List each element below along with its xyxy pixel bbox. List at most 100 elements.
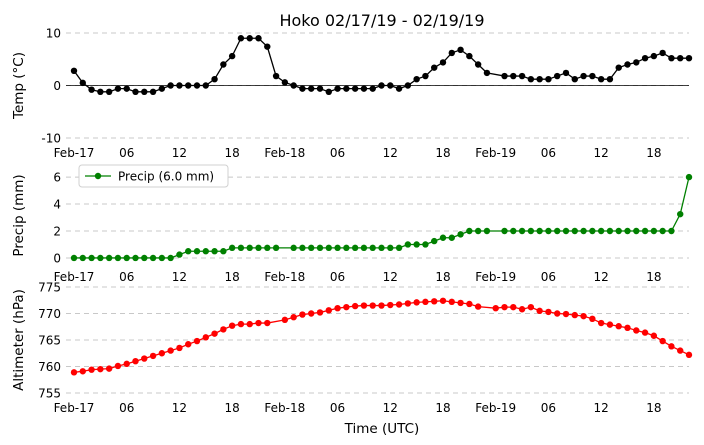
- data-point: [413, 241, 420, 248]
- data-point: [431, 237, 438, 245]
- x-tick-label: Feb-19: [475, 270, 516, 284]
- legend-box: [78, 164, 229, 188]
- data-point: [228, 322, 236, 329]
- data-point: [431, 64, 438, 71]
- data-point: [633, 327, 640, 334]
- x-tick-label: 18: [225, 270, 240, 284]
- data-point: [369, 244, 376, 252]
- data-point: [343, 85, 350, 92]
- data-point: [123, 360, 130, 368]
- data-point: [527, 227, 535, 235]
- data-point: [299, 311, 306, 318]
- data-point: [281, 79, 289, 86]
- data-point: [554, 310, 561, 317]
- data-point: [299, 244, 306, 252]
- data-point: [536, 307, 543, 315]
- data-point: [193, 82, 201, 89]
- data-point: [334, 244, 341, 252]
- x-tick-label: 06: [541, 270, 556, 284]
- data-point: [272, 244, 280, 252]
- data-point: [510, 227, 517, 235]
- x-tick-label: 12: [383, 401, 398, 415]
- data-point: [123, 85, 130, 92]
- y-tick-label: 6: [53, 171, 61, 185]
- data-point: [88, 86, 95, 93]
- data-point: [395, 85, 403, 92]
- data-point: [141, 88, 148, 96]
- data-point: [580, 312, 587, 320]
- data-point: [167, 254, 174, 262]
- data-point: [474, 227, 482, 235]
- x-tick-label: Feb-18: [264, 401, 305, 415]
- data-point: [510, 72, 517, 80]
- data-point: [88, 254, 95, 262]
- data-point: [141, 355, 148, 362]
- data-point: [176, 344, 183, 352]
- data-point: [641, 329, 649, 336]
- series-line: [73, 300, 690, 373]
- data-point: [351, 302, 359, 310]
- data-point: [316, 309, 324, 316]
- data-point: [457, 231, 464, 238]
- data-point: [308, 310, 315, 317]
- data-point: [255, 244, 262, 252]
- data-point: [650, 227, 658, 235]
- x-tick-label: Feb-19: [475, 401, 516, 415]
- data-point: [325, 88, 332, 96]
- data-point: [439, 297, 447, 304]
- data-point: [659, 49, 666, 57]
- data-point: [325, 244, 332, 252]
- data-point: [448, 298, 455, 306]
- data-point: [404, 241, 412, 248]
- x-tick-label: 12: [383, 146, 398, 160]
- data-point: [404, 82, 412, 89]
- y-tick-label: 10: [46, 27, 61, 41]
- data-point: [439, 234, 447, 241]
- legend-label: Precip (6.0 mm): [118, 170, 214, 184]
- data-point: [290, 314, 297, 321]
- data-point: [290, 82, 297, 89]
- data-point: [79, 368, 86, 375]
- y-tick-label: 4: [53, 198, 61, 212]
- data-point: [369, 302, 376, 309]
- data-point: [88, 366, 95, 373]
- x-tick-label: 06: [330, 401, 345, 415]
- data-point: [545, 308, 552, 316]
- data-point: [659, 227, 666, 235]
- data-point: [527, 303, 535, 311]
- data-point: [360, 85, 368, 92]
- x-tick-label: 12: [172, 146, 187, 160]
- x-tick-label: 06: [330, 270, 345, 284]
- data-point: [597, 227, 605, 235]
- data-point: [220, 248, 227, 255]
- x-tick-label: Feb-17: [54, 270, 95, 284]
- data-point: [545, 227, 552, 235]
- data-point: [237, 35, 245, 42]
- x-tick-label: 12: [594, 146, 609, 160]
- data-point: [554, 72, 561, 80]
- data-point: [220, 326, 227, 333]
- data-point: [343, 303, 350, 311]
- chart-title: Hoko 02/17/19 - 02/19/19: [279, 11, 484, 30]
- data-point: [589, 72, 596, 80]
- y-tick-label: 765: [38, 334, 61, 348]
- data-point: [422, 298, 429, 306]
- data-point: [308, 85, 315, 92]
- data-point: [448, 234, 455, 241]
- x-tick-label: 06: [541, 401, 556, 415]
- data-point: [685, 173, 693, 181]
- data-point: [351, 85, 359, 92]
- panel-2: 6 4 2 0 Feb-17 06 12 18 Feb-18 06 12 18 Feb-19 06 12 18…: [11, 164, 693, 284]
- data-point: [387, 244, 394, 252]
- data-point: [228, 52, 236, 60]
- data-point: [518, 306, 526, 313]
- data-point: [281, 316, 289, 324]
- data-point: [176, 82, 183, 89]
- x-tick-label: 18: [225, 146, 240, 160]
- x-tick-label: 18: [435, 270, 450, 284]
- data-point: [510, 303, 517, 311]
- data-point: [360, 302, 368, 309]
- data-point: [141, 254, 148, 262]
